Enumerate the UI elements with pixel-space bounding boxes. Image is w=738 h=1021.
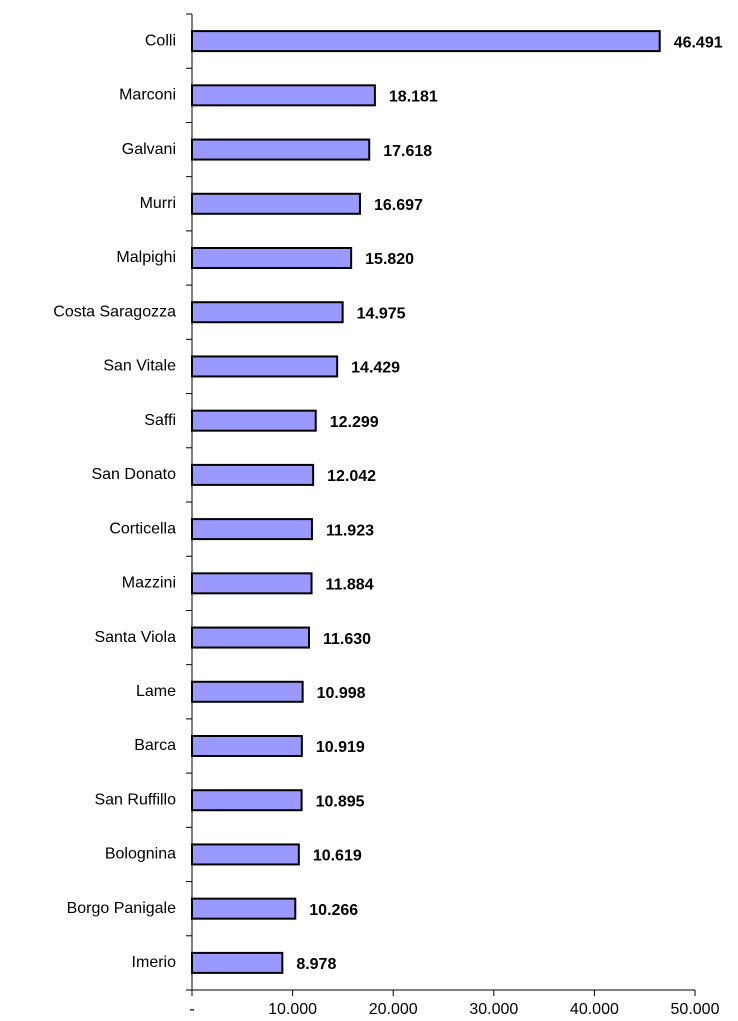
y-tick-label: Borgo Panigale	[67, 900, 177, 917]
bar	[191, 463, 315, 486]
y-tick-label: San Vitale	[103, 358, 176, 375]
value-label: 10.266	[309, 902, 358, 919]
bar	[191, 789, 303, 812]
bar	[191, 843, 300, 866]
y-tick-label: Corticella	[109, 520, 176, 537]
y-tick-label: Imerio	[132, 954, 177, 971]
y-tick-label: Marconi	[119, 87, 176, 104]
x-tick-label: 50.000	[671, 1001, 720, 1018]
bar	[191, 951, 284, 974]
value-label: 18.181	[389, 89, 438, 106]
bar	[191, 84, 376, 107]
value-label: 10.919	[316, 739, 365, 756]
bar	[191, 30, 661, 53]
value-label: 11.923	[326, 522, 374, 539]
bar	[191, 680, 304, 703]
y-tick-label: Malpighi	[116, 249, 176, 266]
bar	[191, 518, 313, 541]
value-label: 10.619	[313, 848, 362, 865]
bar	[191, 409, 317, 432]
value-label: 12.299	[330, 414, 379, 431]
value-label: 15.820	[365, 251, 414, 268]
y-tick-label: Mazzini	[122, 575, 176, 592]
y-tick-label: Lame	[136, 683, 176, 700]
y-tick-label: Saffi	[144, 412, 176, 429]
x-tick-label: 20.000	[369, 1001, 418, 1018]
value-label: 14.975	[357, 305, 406, 322]
bar	[191, 572, 313, 595]
bar	[191, 626, 310, 649]
x-tick-label: 10.000	[268, 1001, 317, 1018]
bar	[191, 138, 371, 161]
bar	[191, 735, 303, 757]
y-tick-label: Colli	[145, 32, 176, 49]
y-tick-label: San Donato	[91, 466, 176, 483]
value-label: 10.998	[317, 685, 366, 702]
y-tick-label: Barca	[134, 737, 176, 754]
y-tick-label: Santa Viola	[94, 629, 176, 646]
x-tick-label: -	[189, 1001, 194, 1018]
y-tick-label: Murri	[140, 195, 176, 212]
value-label: 11.884	[326, 577, 374, 594]
bar	[191, 355, 339, 378]
y-tick-label: Galvani	[122, 141, 176, 158]
value-label: 11.630	[323, 631, 371, 648]
y-tick-label: Costa Saragozza	[53, 303, 176, 320]
value-label: 17.618	[383, 143, 432, 160]
y-tick-label: San Ruffillo	[94, 791, 176, 808]
bar	[191, 247, 353, 269]
value-label: 14.429	[351, 360, 400, 377]
value-label: 8.978	[296, 956, 336, 973]
value-label: 46.491	[674, 34, 723, 51]
x-tick-label: 40.000	[570, 1001, 619, 1018]
value-label: 16.697	[374, 197, 423, 214]
bar	[191, 897, 297, 920]
value-label: 12.042	[327, 468, 376, 485]
y-tick-label: Bolognina	[105, 846, 176, 863]
value-label: 10.895	[316, 793, 365, 810]
x-tick-label: 30.000	[469, 1001, 518, 1018]
bar	[191, 301, 344, 324]
bar	[191, 192, 361, 215]
